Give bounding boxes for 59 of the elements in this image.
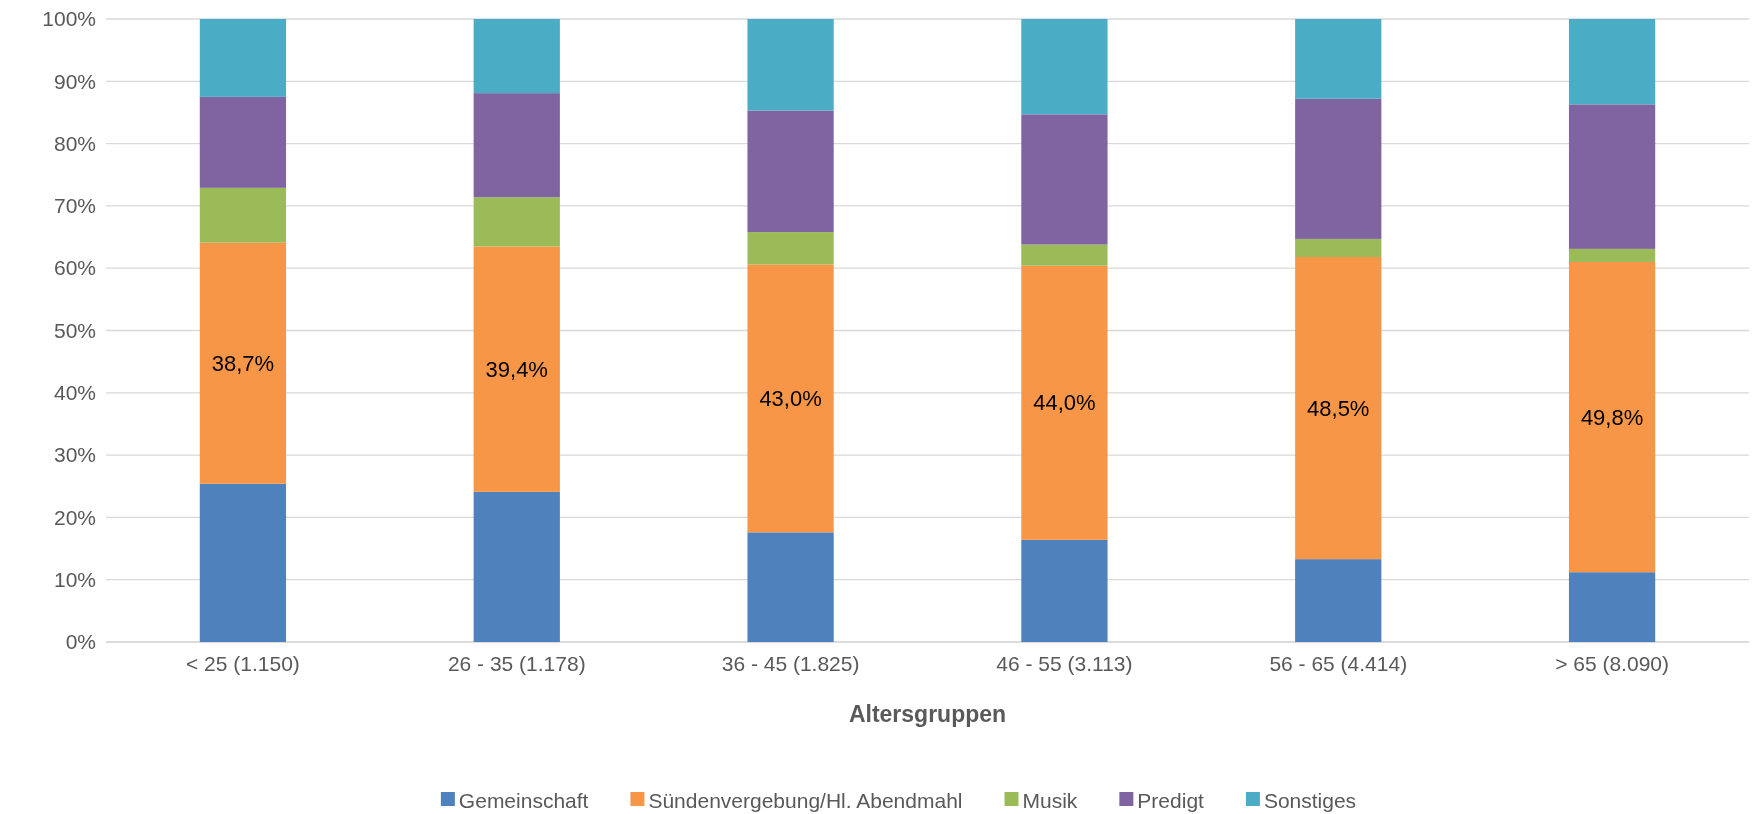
bar — [747, 232, 834, 265]
data-label: 48,5% — [1307, 395, 1370, 421]
bar — [473, 93, 560, 198]
bar — [747, 19, 834, 111]
bar — [199, 483, 287, 642]
bar — [1568, 19, 1656, 105]
x-tick-label: < 25 (1.150) — [185, 651, 300, 675]
bar — [1295, 98, 1382, 239]
y-tick-label: 70% — [53, 194, 96, 218]
bar — [1021, 19, 1108, 115]
x-tick-label: > 65 (8.090) — [1555, 651, 1670, 675]
bar — [473, 491, 560, 642]
y-tick-label: 20% — [53, 505, 96, 529]
bar — [1295, 238, 1382, 257]
bar — [1568, 104, 1656, 249]
x-axis-title: Altersgruppen — [848, 701, 1007, 727]
y-tick-label: 90% — [53, 69, 96, 93]
bar — [473, 197, 560, 247]
bar — [473, 19, 560, 94]
x-tick-label: 56 - 65 (4.414) — [1269, 651, 1408, 675]
bar — [1295, 559, 1382, 642]
bar — [199, 19, 287, 97]
x-tick-label: 46 - 55 (3.113) — [996, 651, 1133, 675]
x-tick-label: 26 - 35 (1.178) — [447, 651, 586, 675]
bar — [1568, 261, 1656, 573]
bar — [199, 242, 287, 484]
bar — [747, 264, 834, 533]
bar — [473, 246, 560, 492]
bar — [1021, 265, 1108, 540]
y-tick-label: 30% — [53, 443, 96, 467]
bar — [199, 187, 287, 243]
data-label: 43,0% — [759, 385, 822, 411]
bar — [747, 110, 834, 233]
bar — [1295, 256, 1382, 560]
y-tick-label: 100% — [42, 7, 96, 31]
bar — [747, 532, 834, 642]
y-tick-label: 10% — [53, 567, 96, 591]
y-tick-label: 50% — [53, 318, 96, 342]
data-label: 49,8% — [1580, 404, 1644, 430]
bar — [1295, 19, 1382, 99]
y-tick-label: 40% — [53, 381, 96, 405]
legend-label: Predigt — [1137, 788, 1205, 812]
data-label: 39,4% — [485, 356, 548, 382]
bar — [199, 96, 287, 188]
bar — [1568, 248, 1656, 262]
legend-label: Sündenvergebung/Hl. Abendmahl — [648, 788, 963, 812]
bar — [1021, 244, 1108, 266]
legend-label: Sonstiges — [1263, 788, 1357, 812]
legend-label: Gemeinschaft — [458, 788, 589, 812]
bar — [1021, 539, 1108, 642]
y-tick-label: 60% — [53, 256, 96, 280]
y-tick-label: 80% — [53, 131, 96, 155]
data-label: 38,7% — [211, 350, 275, 376]
bar — [1021, 114, 1108, 245]
x-tick-label: 36 - 45 (1.825) — [721, 651, 860, 675]
bar — [1568, 572, 1656, 642]
legend-label: Musik — [1022, 788, 1078, 812]
y-tick-label: 0% — [65, 630, 96, 654]
data-label: 44,0% — [1033, 390, 1096, 416]
